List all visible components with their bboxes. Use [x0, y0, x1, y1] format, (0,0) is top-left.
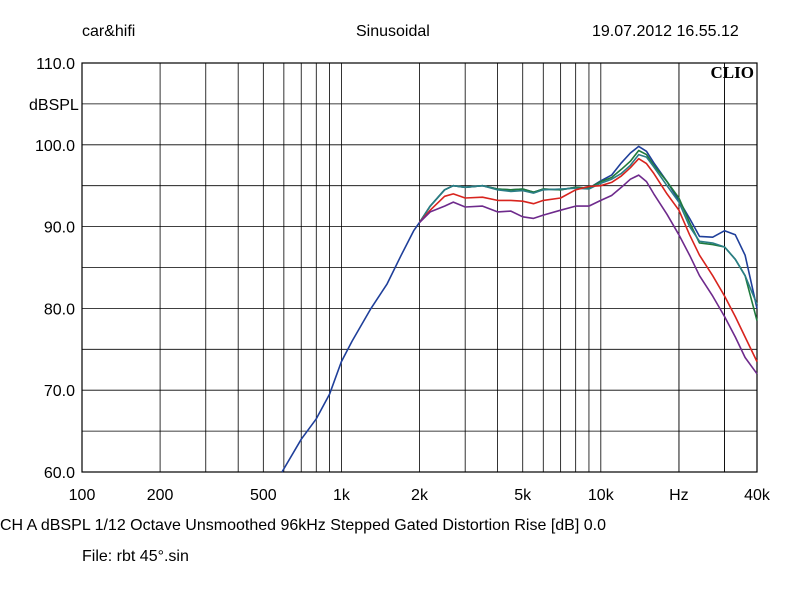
- header-center-label: Sinusoidal: [356, 23, 430, 40]
- series-line-4: [418, 157, 758, 362]
- x-tick-label: 2k: [411, 487, 429, 504]
- header-right-label: 19.07.2012 16.55.12: [592, 23, 739, 40]
- y-tick-label: 70.0: [44, 383, 75, 400]
- y-tick-label: 90.0: [44, 220, 75, 237]
- x-tick-label: 5k: [514, 487, 532, 504]
- series-line-2: [418, 149, 758, 321]
- x-tick-label: 1k: [333, 487, 351, 504]
- footer-file-line: File: rbt 45°.sin: [82, 548, 189, 565]
- footer-settings-line: CH A dBSPL 1/12 Octave Unsmoothed 96kHz …: [0, 517, 606, 534]
- x-tick-label: 500: [250, 487, 277, 504]
- x-tick-label: Hz: [669, 487, 689, 504]
- x-tick-label: 10k: [588, 487, 615, 504]
- x-tick-label: 100: [69, 487, 96, 504]
- header-left-label: car&hifi: [82, 23, 136, 40]
- x-tick-label: 40k: [744, 487, 771, 504]
- series-line-3: [418, 153, 758, 305]
- y-tick-label: 60.0: [44, 465, 75, 482]
- y-axis-label: dBSPL: [29, 97, 79, 114]
- chart-tick-labels: 110.0 100.0 90.0 80.0 70.0 60.0 100 200 500 1k 2k 5…: [35, 56, 771, 504]
- y-tick-label: 110.0: [36, 56, 75, 73]
- plot-frame: [81, 62, 758, 473]
- series-line-1: [281, 145, 758, 473]
- chart-grid: [82, 63, 757, 472]
- y-tick-label: 100.0: [35, 138, 75, 155]
- series-line-5: [418, 174, 758, 375]
- chart-curves: [281, 145, 758, 473]
- y-tick-label: 80.0: [44, 301, 75, 318]
- x-tick-label: 200: [147, 487, 174, 504]
- clio-logo: CLIO: [711, 63, 754, 82]
